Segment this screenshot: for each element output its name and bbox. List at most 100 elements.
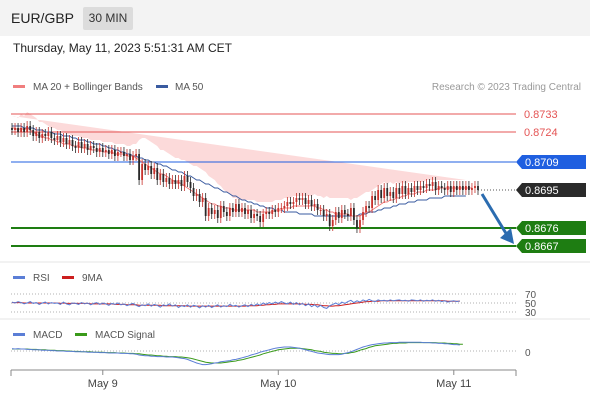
candle: [117, 147, 119, 161]
candle: [322, 205, 325, 221]
candle: [238, 199, 240, 217]
candle: [250, 205, 252, 223]
candle-body: [68, 140, 71, 144]
candle: [253, 209, 255, 223]
level-tag-text: 0.8667: [525, 241, 559, 253]
candle-body: [325, 214, 328, 216]
candle: [213, 205, 216, 219]
candle-body: [471, 188, 473, 190]
level-label-resistance: 0.8733: [524, 109, 558, 121]
candle-body: [383, 188, 386, 198]
level-tag-shape: [516, 239, 586, 253]
candle-body: [228, 208, 231, 216]
candle-body: [322, 210, 325, 216]
candle: [422, 181, 425, 193]
candle: [11, 123, 13, 135]
candle: [44, 129, 47, 141]
candle-body: [468, 186, 470, 190]
rsi-line: [11, 298, 460, 309]
candle: [201, 193, 204, 207]
candle-body: [50, 132, 53, 138]
candle-body: [310, 200, 313, 206]
candle: [231, 203, 234, 217]
macd-panel: 0: [11, 341, 531, 366]
candle: [77, 137, 80, 153]
candle: [186, 171, 189, 187]
candle: [425, 179, 428, 193]
candle-body: [268, 212, 271, 214]
candle-body: [440, 186, 443, 188]
candle: [383, 183, 386, 203]
candle-body: [20, 128, 22, 132]
candle: [210, 203, 213, 219]
candle: [392, 187, 395, 203]
candle-body: [425, 184, 428, 188]
ma50-legend-swatch: [156, 85, 168, 88]
candle-body: [150, 166, 153, 174]
candle-body: [156, 168, 159, 180]
candle-body: [277, 208, 280, 212]
candle-body: [241, 208, 243, 212]
candle: [207, 203, 210, 221]
candle-body: [23, 128, 26, 132]
candle-body: [62, 138, 65, 142]
candle: [474, 181, 476, 193]
candle-body: [283, 206, 286, 208]
candle: [204, 193, 207, 221]
candle: [301, 193, 304, 205]
candle: [162, 169, 165, 187]
candle-body: [123, 152, 125, 156]
level-tag-text: 0.8695: [525, 185, 559, 197]
candle: [129, 149, 131, 165]
candle-body: [162, 174, 165, 182]
candle: [398, 183, 401, 199]
candle: [471, 183, 473, 195]
candle: [410, 183, 413, 197]
level-tag-support: 0.8676: [516, 221, 586, 235]
candle: [374, 191, 377, 205]
candle-body: [168, 178, 171, 184]
candle: [401, 181, 404, 199]
candlesticks: [11, 121, 479, 233]
candle-body: [422, 186, 425, 188]
candle-body: [247, 210, 249, 214]
candle-body: [201, 198, 204, 202]
candle: [325, 209, 328, 221]
candle: [256, 209, 259, 221]
candle: [277, 203, 280, 217]
candle: [244, 203, 246, 219]
candle: [356, 215, 358, 233]
candle-body: [53, 138, 56, 140]
candle: [35, 127, 38, 141]
candle-body: [231, 208, 234, 212]
candle: [98, 143, 101, 157]
level-tag-shape: [516, 221, 586, 235]
candle: [468, 181, 470, 195]
candle: [289, 197, 292, 209]
candle: [389, 187, 392, 201]
candle-body: [177, 180, 180, 184]
rsi-legend-label: RSI: [33, 273, 50, 284]
candle-body: [292, 202, 295, 204]
candle-body: [183, 176, 186, 186]
candle: [274, 205, 277, 217]
candle: [343, 205, 346, 219]
candle: [280, 203, 283, 213]
candle: [362, 207, 364, 225]
candle-body: [452, 186, 455, 192]
candle: [17, 123, 19, 137]
candle: [159, 169, 162, 185]
ma20-legend-label: MA 20 + Bollinger Bands: [33, 82, 143, 93]
candle: [89, 141, 92, 155]
candle: [171, 175, 174, 189]
candle-body: [144, 164, 147, 170]
timeframe-badge[interactable]: 30 MIN: [83, 7, 133, 30]
candle-body: [14, 128, 16, 130]
candle-body: [113, 150, 116, 156]
candle: [228, 203, 231, 221]
candle: [286, 197, 289, 211]
candle: [428, 179, 431, 191]
candle: [50, 127, 53, 143]
candle-body: [171, 180, 174, 184]
